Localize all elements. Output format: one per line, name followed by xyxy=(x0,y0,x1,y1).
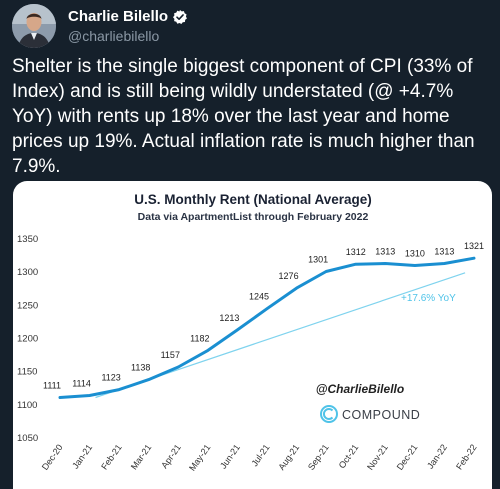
x-tick-label: Mar-21 xyxy=(129,442,154,471)
author-name[interactable]: Charlie Bilello xyxy=(68,8,168,25)
data-label: 1123 xyxy=(101,373,120,383)
x-tick-label: Aug-21 xyxy=(276,442,301,472)
tweet-text: Shelter is the single biggest component … xyxy=(12,54,492,179)
data-label: 1310 xyxy=(405,249,425,259)
x-tick-label: Feb-21 xyxy=(99,442,124,471)
data-label: 1313 xyxy=(375,247,395,257)
data-labels: 1111 1114 1123 1138 1157 1182 1213 1245 1276 1301… xyxy=(43,241,484,390)
x-tick-label: Apr-21 xyxy=(159,442,183,470)
x-tick-label: May-21 xyxy=(187,442,212,472)
x-tick-label: Jul-21 xyxy=(249,442,271,468)
y-axis: 1050 1100 1150 1200 1250 1300 1350 xyxy=(17,234,38,444)
x-tick-label: Jan-21 xyxy=(70,442,94,470)
data-label: 1182 xyxy=(190,333,209,343)
y-tick-label: 1250 xyxy=(17,300,38,311)
data-label: 1312 xyxy=(346,247,366,257)
y-tick-label: 1350 xyxy=(17,234,38,245)
x-axis: Dec-20 Jan-21 Feb-21 Mar-21 Apr-21 May-21 Jun-… xyxy=(40,442,479,472)
data-label: 1313 xyxy=(434,247,454,257)
y-tick-label: 1100 xyxy=(17,400,37,411)
x-tick-label: Jun-21 xyxy=(218,442,242,470)
rent-line-chart: U.S. Monthly Rent (National Average) Dat… xyxy=(13,181,492,489)
data-label: 1157 xyxy=(161,350,180,360)
y-tick-label: 1200 xyxy=(17,334,38,345)
series-line xyxy=(60,258,474,397)
tweet-header: Charlie Bilello @charliebilello xyxy=(12,4,488,48)
chart-title: U.S. Monthly Rent (National Average) xyxy=(134,192,372,207)
data-label: 1138 xyxy=(131,363,150,373)
x-tick-label: Dec-20 xyxy=(40,442,65,472)
compound-logo-icon xyxy=(321,406,337,422)
data-label: 1321 xyxy=(464,241,484,251)
chart-image[interactable]: U.S. Monthly Rent (National Average) Dat… xyxy=(13,181,492,489)
y-tick-label: 1300 xyxy=(17,267,38,278)
x-tick-label: Nov-21 xyxy=(365,442,390,472)
watermark-handle: @CharlieBilello xyxy=(316,382,404,396)
x-tick-label: Feb-22 xyxy=(454,442,479,471)
trend-annotation: +17.6% YoY xyxy=(401,293,456,304)
data-label: 1114 xyxy=(72,379,91,389)
x-tick-label: Jan-22 xyxy=(425,442,449,470)
x-tick-label: Oct-21 xyxy=(337,442,361,470)
author-handle[interactable]: @charliebilello xyxy=(68,28,159,44)
data-label: 1111 xyxy=(43,381,61,391)
data-label: 1301 xyxy=(308,255,328,265)
avatar[interactable] xyxy=(12,4,56,48)
chart-subtitle: Data via ApartmentList through February … xyxy=(138,211,369,223)
y-tick-label: 1050 xyxy=(17,433,38,444)
verified-badge-icon xyxy=(172,9,188,25)
data-label: 1213 xyxy=(219,313,239,323)
x-tick-label: Sep-21 xyxy=(306,442,331,472)
x-tick-label: Dec-21 xyxy=(395,442,420,472)
data-label: 1245 xyxy=(249,292,269,302)
data-label: 1276 xyxy=(279,271,299,281)
brand-name: COMPOUND xyxy=(342,408,420,422)
y-tick-label: 1150 xyxy=(17,367,37,378)
